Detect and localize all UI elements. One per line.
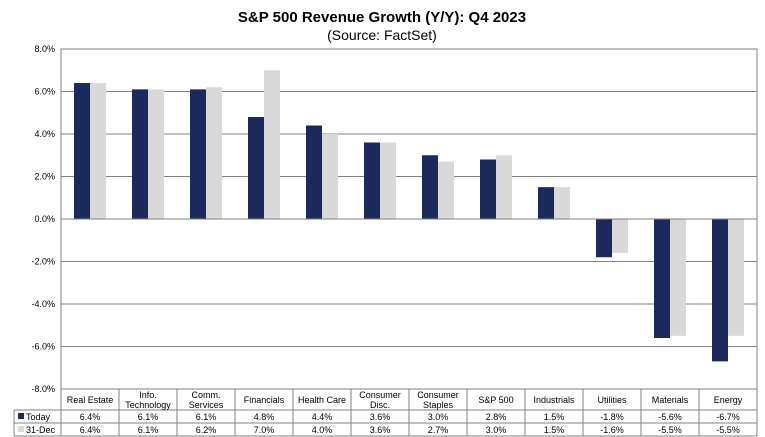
data-label: -5.5% xyxy=(716,425,740,435)
category-label: Utilities xyxy=(597,395,627,405)
category-label: Health Care xyxy=(298,395,346,405)
bar-today xyxy=(422,155,438,219)
bar-31-dec xyxy=(90,83,106,219)
data-label: 4.8% xyxy=(254,412,275,422)
category-label: Consumer xyxy=(359,390,401,400)
bar-today xyxy=(480,159,496,219)
data-table: Real Estate Info.Technology Comm.Services F… xyxy=(13,389,758,437)
data-label: 4.0% xyxy=(312,425,333,435)
legend-swatch xyxy=(18,413,24,419)
data-label: 3.6% xyxy=(370,425,391,435)
category-label: Consumer xyxy=(417,390,459,400)
data-label: -1.6% xyxy=(600,425,624,435)
y-tick-label: -4.0% xyxy=(31,299,55,309)
category-label: S&P 500 xyxy=(478,395,513,405)
data-label: 1.5% xyxy=(544,412,565,422)
y-tick-label: 0.0% xyxy=(34,214,55,224)
data-label: 6.4% xyxy=(80,425,101,435)
data-label: 7.0% xyxy=(254,425,275,435)
data-label: 6.2% xyxy=(196,425,217,435)
chart-title: S&P 500 Revenue Growth (Y/Y): Q4 2023 xyxy=(238,9,526,26)
bar-31-dec xyxy=(264,70,280,219)
bar-31-dec xyxy=(148,89,164,219)
bar-31-dec xyxy=(670,219,686,336)
bar-today xyxy=(132,89,148,219)
data-label: -6.7% xyxy=(716,412,740,422)
bar-31-dec xyxy=(206,87,222,219)
category-label: Real Estate xyxy=(67,395,114,405)
category-label: Services xyxy=(189,400,224,410)
bar-today xyxy=(248,117,264,219)
bar-today xyxy=(190,89,206,219)
category-label: Financials xyxy=(244,395,285,405)
bar-today xyxy=(654,219,670,338)
data-label: 4.4% xyxy=(312,412,333,422)
bar-31-dec xyxy=(322,134,338,219)
data-label: 3.6% xyxy=(370,412,391,422)
category-label: Comm. xyxy=(192,390,221,400)
data-label: 1.5% xyxy=(544,425,565,435)
bar-31-dec xyxy=(554,187,570,219)
data-label: 6.1% xyxy=(138,412,159,422)
y-tick-label: 4.0% xyxy=(34,129,55,139)
chart-subtitle: (Source: FactSet) xyxy=(327,27,437,43)
category-label: Disc. xyxy=(370,400,390,410)
bar-31-dec xyxy=(612,219,628,253)
bars xyxy=(74,70,744,362)
category-label: Industrials xyxy=(533,395,575,405)
category-label: Staples xyxy=(423,400,454,410)
bar-31-dec xyxy=(380,142,396,219)
y-tick-label: 2.0% xyxy=(34,172,55,182)
y-tick-label: -8.0% xyxy=(31,384,55,394)
y-tick-label: 6.0% xyxy=(34,87,55,97)
data-label: 2.8% xyxy=(486,412,507,422)
data-label: 6.1% xyxy=(196,412,217,422)
bar-31-dec xyxy=(728,219,744,336)
legend-label: 31-Dec xyxy=(26,425,56,435)
bar-31-dec xyxy=(438,161,454,219)
data-label: 6.1% xyxy=(138,425,159,435)
data-label: 3.0% xyxy=(428,412,449,422)
category-label: Materials xyxy=(652,395,689,405)
category-label: Technology xyxy=(125,400,171,410)
data-label: 3.0% xyxy=(486,425,507,435)
data-label: 6.4% xyxy=(80,412,101,422)
data-label: -1.8% xyxy=(600,412,624,422)
data-label: -5.6% xyxy=(658,412,682,422)
bar-today xyxy=(74,83,90,219)
legend-label: Today xyxy=(26,412,51,422)
legend-swatch xyxy=(18,426,24,432)
category-label: Info. xyxy=(139,390,157,400)
bar-today xyxy=(712,219,728,362)
y-tick-label: -2.0% xyxy=(31,257,55,267)
bar-today xyxy=(364,142,380,219)
data-label: -5.5% xyxy=(658,425,682,435)
data-label: 2.7% xyxy=(428,425,449,435)
y-tick-label: -6.0% xyxy=(31,342,55,352)
bar-today xyxy=(538,187,554,219)
category-label: Energy xyxy=(714,395,743,405)
bar-today xyxy=(306,125,322,219)
bar-31-dec xyxy=(496,155,512,219)
y-tick-label: 8.0% xyxy=(34,44,55,54)
bar-today xyxy=(596,219,612,258)
